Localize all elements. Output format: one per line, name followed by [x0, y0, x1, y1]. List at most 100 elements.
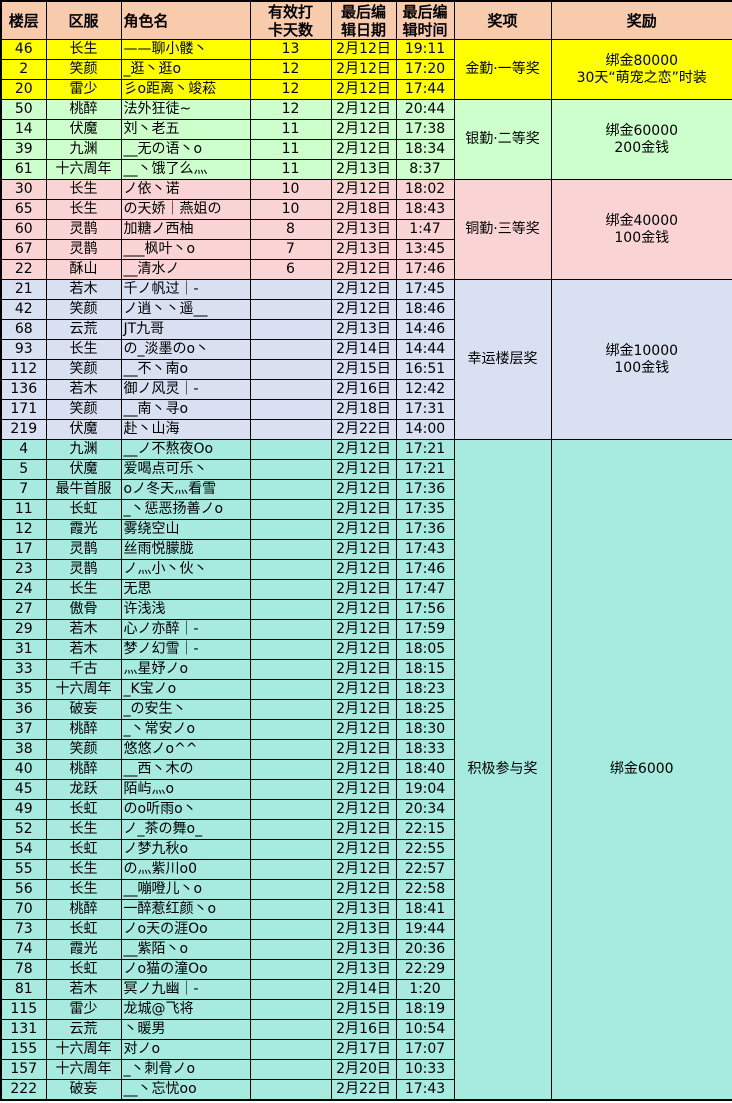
- cell-server: 笑颜: [45, 739, 122, 760]
- cell-character-name: _逛丶逛o: [120, 59, 251, 80]
- cell-character-name: 冥ノ九幽｜-: [120, 979, 251, 1000]
- cell-days: [249, 799, 332, 820]
- cell-floor: 33: [0, 659, 47, 680]
- cell-edit-date: 2月12日: [330, 739, 397, 760]
- column-header-floor: 楼层: [0, 0, 47, 40]
- cell-edit-time: 17:31: [395, 399, 455, 420]
- cell-edit-time: 12:42: [395, 379, 455, 400]
- cell-edit-time: 17:38: [395, 119, 455, 140]
- cell-days: [249, 379, 332, 400]
- cell-floor: 222: [0, 1079, 47, 1101]
- cell-server: 十六周年: [45, 1039, 122, 1060]
- cell-character-name: ノ依丶诺: [120, 179, 251, 200]
- table-row: 42 笑颜 ノ逍丶丶遥__ 2月12日 18:46: [0, 299, 732, 320]
- cell-character-name: _丶刺骨ノo: [120, 1059, 251, 1080]
- cell-server: 桃醉: [45, 759, 122, 780]
- cell-server: 长生: [45, 339, 122, 360]
- cell-floor: 131: [0, 1019, 47, 1040]
- cell-edit-time: 16:51: [395, 359, 455, 380]
- cell-edit-date: 2月14日: [330, 339, 397, 360]
- award-cell-gold-first-prize: 金勤·一等奖: [453, 39, 552, 100]
- cell-character-name: の_淡墨のo丶: [120, 339, 251, 360]
- award-cell-silver-second-prize: 银勤·二等奖: [453, 99, 552, 180]
- cell-edit-time: 20:34: [395, 799, 455, 820]
- cell-edit-time: 18:34: [395, 139, 455, 160]
- cell-edit-date: 2月12日: [330, 99, 397, 120]
- cell-edit-time: 22:15: [395, 819, 455, 840]
- column-header-last-edit-date: 最后编 辑日期: [330, 0, 397, 40]
- cell-edit-time: 8:37: [395, 159, 455, 180]
- cell-floor: 56: [0, 879, 47, 900]
- cell-character-name: 对ノo: [120, 1039, 251, 1060]
- cell-floor: 21: [0, 279, 47, 300]
- column-header-last-edit-time: 最后编 辑时间: [395, 0, 455, 40]
- table-row: 73 长虹 ノo天の涯Oo 2月13日 19:44: [0, 919, 732, 940]
- cell-edit-time: 18:46: [395, 299, 455, 320]
- cell-days: [249, 359, 332, 380]
- cell-server: 长生: [45, 39, 122, 60]
- column-header-reward: 奖励: [550, 0, 732, 40]
- cell-edit-date: 2月12日: [330, 859, 397, 880]
- cell-server: 若木: [45, 279, 122, 300]
- cell-edit-time: 19:44: [395, 919, 455, 940]
- cell-days: 12: [249, 79, 332, 100]
- cell-server: 九渊: [45, 139, 122, 160]
- cell-floor: 171: [0, 399, 47, 420]
- cell-edit-date: 2月12日: [330, 659, 397, 680]
- cell-character-name: のo听雨o丶: [120, 799, 251, 820]
- cell-edit-date: 2月16日: [330, 1019, 397, 1040]
- cell-character-name: 龙城@飞将: [120, 999, 251, 1020]
- cell-character-name: 法外狂徒~: [120, 99, 251, 120]
- cell-edit-time: 18:43: [395, 199, 455, 220]
- cell-days: 8: [249, 219, 332, 240]
- cell-edit-time: 18:02: [395, 179, 455, 200]
- cell-days: [249, 559, 332, 580]
- cell-server: 灵鹊: [45, 559, 122, 580]
- table-row: 23 灵鹊 ノ灬小丶伙丶 2月12日 17:46: [0, 559, 732, 580]
- table-row: 33 千古 灬星妤ノo 2月12日 18:15: [0, 659, 732, 680]
- table-row: 74 霞光 __紫陌丶o 2月13日 20:36: [0, 939, 732, 960]
- cell-days: [249, 419, 332, 440]
- cell-floor: 5: [0, 459, 47, 480]
- cell-server: 长虹: [45, 499, 122, 520]
- cell-server: 长虹: [45, 799, 122, 820]
- reward-cell-lucky-floor-prize: 绑金10000 100金钱: [550, 279, 732, 440]
- cell-edit-time: 17:36: [395, 479, 455, 500]
- table-row: 36 破妄 _の安生丶 2月12日 18:25: [0, 699, 732, 720]
- cell-edit-date: 2月12日: [330, 759, 397, 780]
- cell-floor: 157: [0, 1059, 47, 1080]
- cell-floor: 2: [0, 59, 47, 80]
- cell-server: 酥山: [45, 259, 122, 280]
- cell-edit-date: 2月22日: [330, 419, 397, 440]
- cell-edit-time: 14:46: [395, 319, 455, 340]
- cell-server: 伏魔: [45, 459, 122, 480]
- cell-character-name: 心ノ亦醉｜-: [120, 619, 251, 640]
- cell-character-name: 陌屿灬o: [120, 779, 251, 800]
- cell-edit-time: 17:43: [395, 1079, 455, 1101]
- cell-edit-date: 2月18日: [330, 399, 397, 420]
- cell-floor: 23: [0, 559, 47, 580]
- cell-days: [249, 999, 332, 1020]
- cell-days: [249, 499, 332, 520]
- cell-floor: 155: [0, 1039, 47, 1060]
- cell-floor: 30: [0, 179, 47, 200]
- table-row: 30 长生 ノ依丶诺 10 2月12日 18:02 铜勤·三等奖 绑金40000 100金钱: [0, 179, 732, 280]
- reward-cell-gold-first-prize: 绑金80000 30天“萌宠之恋”时装: [550, 39, 732, 100]
- cell-character-name: __清水ノ: [120, 259, 251, 280]
- cell-days: 11: [249, 139, 332, 160]
- cell-character-name: __丶忘忧oo: [120, 1079, 251, 1101]
- cell-days: 6: [249, 259, 332, 280]
- cell-days: 10: [249, 199, 332, 220]
- cell-edit-date: 2月16日: [330, 379, 397, 400]
- cell-days: [249, 759, 332, 780]
- column-header-server: 区服: [45, 0, 122, 40]
- cell-edit-time: 18:30: [395, 719, 455, 740]
- cell-edit-date: 2月18日: [330, 199, 397, 220]
- cell-edit-time: 17:07: [395, 1039, 455, 1060]
- cell-edit-date: 2月12日: [330, 499, 397, 520]
- cell-edit-date: 2月13日: [330, 959, 397, 980]
- cell-floor: 93: [0, 339, 47, 360]
- cell-character-name: JT九哥: [120, 319, 251, 340]
- table-row: 131 云荒 丶暖男 2月16日 10:54: [0, 1019, 732, 1040]
